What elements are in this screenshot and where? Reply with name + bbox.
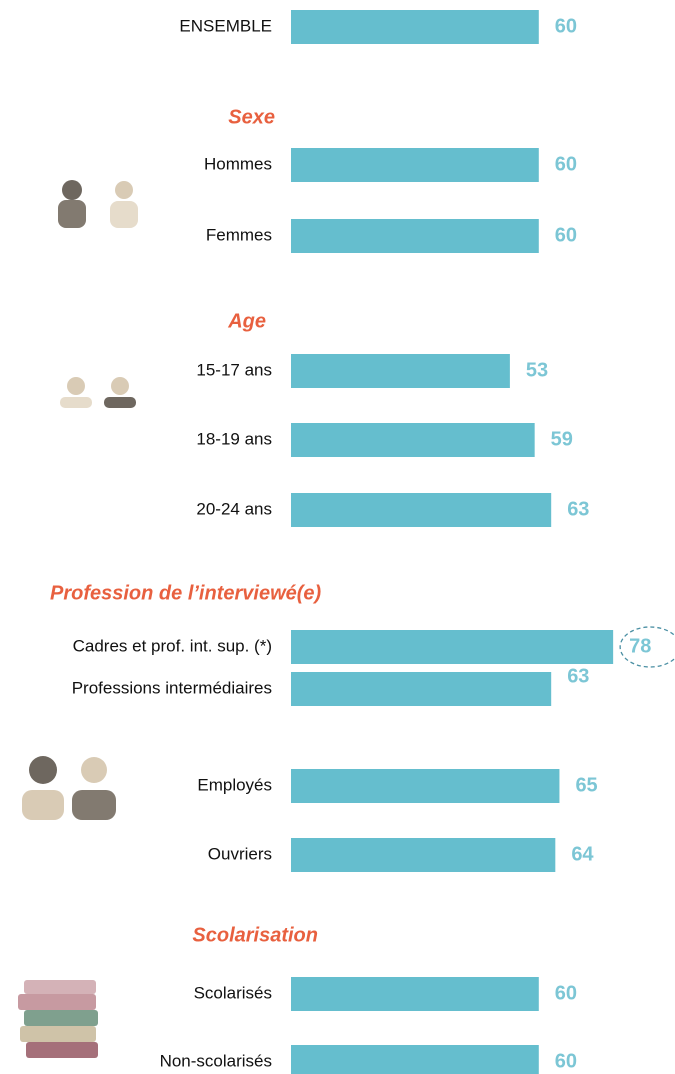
bar xyxy=(291,148,539,182)
value-label: 60 xyxy=(555,153,577,175)
category-label: Hommes xyxy=(204,154,272,173)
icon-people xyxy=(22,756,116,820)
category-label: Ouvriers xyxy=(208,844,272,863)
bar xyxy=(291,672,552,706)
category-label: 20-24 ans xyxy=(196,499,272,518)
bar xyxy=(291,977,539,1011)
category-label: Cadres et prof. int. sup. (*) xyxy=(73,636,272,655)
category-label: Scolarisés xyxy=(194,983,272,1002)
category-label: Employés xyxy=(197,775,272,794)
value-label: 60 xyxy=(555,224,577,246)
value-label: 63 xyxy=(567,498,589,520)
category-label: Non-scolarisés xyxy=(160,1051,272,1070)
bar xyxy=(291,1045,539,1074)
value-label: 64 xyxy=(571,843,594,865)
value-label: 60 xyxy=(555,1050,577,1072)
value-label: 60 xyxy=(555,982,577,1004)
group-title: Profession de l’interviewé(e) xyxy=(50,582,322,604)
bar xyxy=(291,354,510,388)
group-title: Scolarisation xyxy=(192,924,318,946)
icon-people xyxy=(60,377,136,408)
value-label: 78 xyxy=(629,635,651,657)
category-label: 18-19 ans xyxy=(196,429,272,448)
category-label: Femmes xyxy=(206,225,272,244)
group-title: Sexe xyxy=(228,106,275,128)
value-label: 60 xyxy=(555,15,577,37)
bar xyxy=(291,630,614,664)
bar xyxy=(291,493,552,527)
bar xyxy=(291,219,539,253)
category-label: Professions intermédiaires xyxy=(72,678,272,697)
bar xyxy=(291,423,535,457)
value-label: 65 xyxy=(575,774,597,796)
group-title: Age xyxy=(227,310,266,332)
category-label: ENSEMBLE xyxy=(179,16,272,35)
value-label: 59 xyxy=(551,428,573,450)
bar xyxy=(291,10,539,44)
icon-people xyxy=(58,180,138,228)
value-label: 53 xyxy=(526,359,548,381)
bar xyxy=(291,838,556,872)
category-label: 15-17 ans xyxy=(196,360,272,379)
highlight-circle xyxy=(619,626,675,668)
bar xyxy=(291,769,560,803)
value-label: 63 xyxy=(567,665,589,687)
icon-books xyxy=(18,980,98,1058)
